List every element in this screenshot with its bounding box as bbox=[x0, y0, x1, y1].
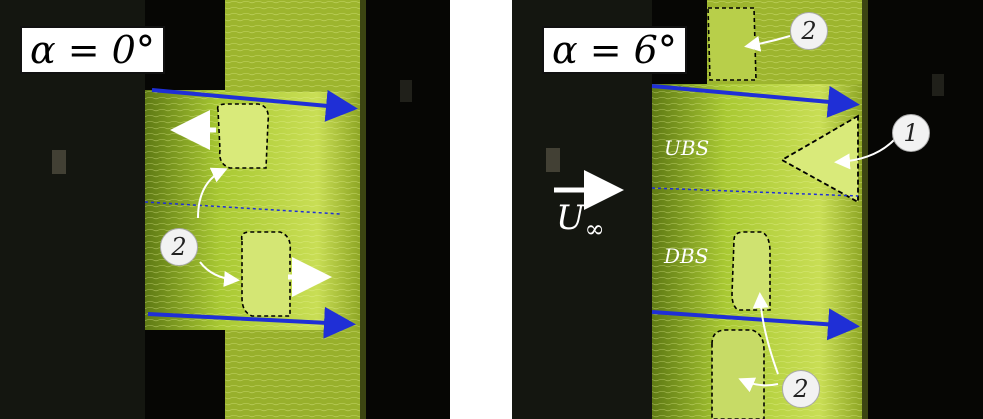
freestream-symbol: U bbox=[556, 198, 585, 238]
number-badge: 2 bbox=[790, 12, 828, 50]
pointer-arrow bbox=[834, 139, 895, 170]
panel-title: α = 6° bbox=[542, 26, 687, 74]
number-badge: 1 bbox=[892, 114, 930, 152]
region-label-dbs: DBS bbox=[664, 244, 709, 268]
pointer-arrow bbox=[738, 377, 779, 393]
pointer-arrow bbox=[752, 292, 779, 375]
number-badge: 2 bbox=[782, 370, 820, 408]
centerline bbox=[651, 187, 859, 197]
panel-alpha-0: α = 0° 2 bbox=[0, 0, 450, 419]
separation-cell bbox=[707, 7, 757, 81]
separation-cell bbox=[216, 103, 270, 169]
flow-direction-arrow bbox=[151, 88, 358, 122]
freestream-velocity-label: U∞ bbox=[556, 198, 605, 243]
number-badge: 2 bbox=[160, 228, 198, 266]
freestream-subscript: ∞ bbox=[584, 215, 605, 243]
pointer-arrow bbox=[744, 35, 791, 52]
separation-cell bbox=[711, 329, 765, 419]
flow-direction-arrow bbox=[651, 308, 860, 341]
pointer-arrow bbox=[197, 167, 228, 219]
pointer-arrow bbox=[199, 261, 240, 287]
separation-cell bbox=[731, 231, 771, 311]
region-label-ubs: UBS bbox=[664, 136, 710, 160]
centerline bbox=[144, 201, 341, 215]
panel-alpha-6: α = 6° UBS DBS U∞ 2 1 2 bbox=[512, 0, 983, 419]
panel-title: α = 0° bbox=[20, 26, 165, 74]
flow-direction-arrow bbox=[147, 306, 356, 339]
separation-cell bbox=[240, 231, 292, 317]
flow-direction-arrow bbox=[651, 84, 860, 118]
